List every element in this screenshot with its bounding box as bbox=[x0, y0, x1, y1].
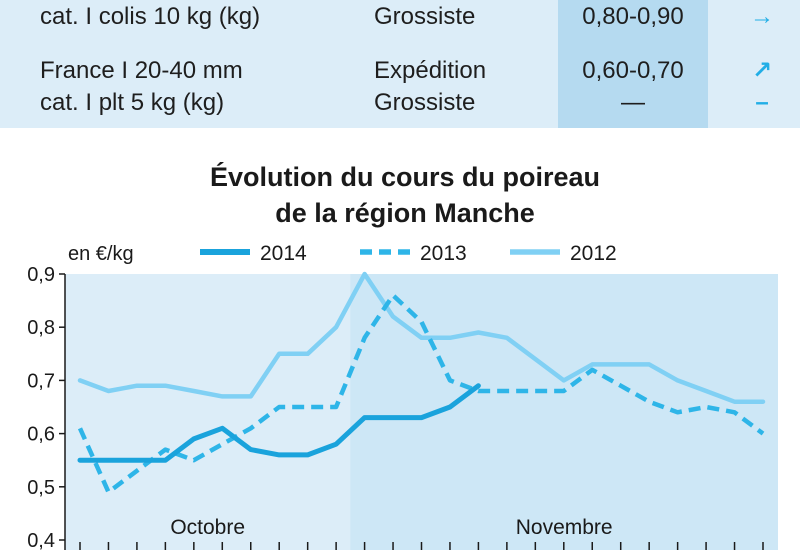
market-cell: Grossiste bbox=[374, 89, 476, 116]
x-axis: Octobre Novembre bbox=[79, 516, 764, 550]
month-label-octobre: Octobre bbox=[170, 516, 245, 539]
legend-label-2012: 2012 bbox=[570, 242, 617, 265]
y-axis: 0,4 0,5 0,6 0,7 0,8 0,9 bbox=[27, 264, 66, 552]
y-tick-label: 0,6 bbox=[27, 424, 55, 446]
y-tick-label: 0,8 bbox=[27, 317, 55, 339]
price-table: cat. I colis 10 kg (kg) Grossiste 0,80-0… bbox=[0, 0, 800, 128]
trend-arrow-icon: ↗ bbox=[751, 57, 773, 84]
price-cell: — bbox=[621, 89, 645, 116]
legend-label-2014: 2014 bbox=[260, 242, 307, 265]
chart-title: Évolution du cours du poireau bbox=[210, 161, 600, 192]
y-axis-label: en €/kg bbox=[68, 243, 134, 265]
y-tick-label: 0,4 bbox=[27, 530, 55, 550]
legend-label-2013: 2013 bbox=[420, 242, 467, 265]
month-label-novembre: Novembre bbox=[516, 516, 613, 539]
november-band bbox=[350, 274, 778, 555]
series-line-2012 bbox=[77, 271, 766, 404]
y-tick-label: 0,5 bbox=[27, 477, 55, 499]
price-cell: 0,80-0,90 bbox=[582, 3, 684, 30]
price-column-highlight bbox=[558, 0, 708, 128]
market-cell: Grossiste bbox=[374, 3, 476, 30]
series-group bbox=[77, 271, 766, 495]
product-cell: cat. I colis 10 kg (kg) bbox=[40, 3, 261, 30]
chart-title: de la région Manche bbox=[275, 198, 535, 228]
y-tick-label: 0,7 bbox=[27, 370, 55, 392]
legend: 2014 2013 2012 bbox=[200, 242, 617, 265]
y-tick-label: 0,9 bbox=[27, 264, 55, 286]
product-cell: cat. I plt 5 kg (kg) bbox=[40, 89, 225, 116]
product-cell: France I 20-40 mm bbox=[40, 57, 243, 84]
table-row: France I 20-40 mm cat. I plt 5 kg (kg) E… bbox=[28, 52, 788, 124]
chart-svg: Évolution du cours du poireau de la régi… bbox=[27, 161, 778, 555]
leek-price-chart: Évolution du cours du poireau de la régi… bbox=[0, 150, 800, 555]
trend-arrow-icon: → bbox=[750, 3, 774, 30]
price-cell: 0,60-0,70 bbox=[582, 57, 684, 84]
series-line-2013 bbox=[77, 293, 765, 495]
trend-arrow-icon: – bbox=[755, 89, 769, 116]
table-row: cat. I colis 10 kg (kg) Grossiste 0,80-0… bbox=[28, 0, 788, 40]
series-line-2014 bbox=[77, 383, 481, 463]
market-cell: Expédition bbox=[374, 57, 487, 84]
